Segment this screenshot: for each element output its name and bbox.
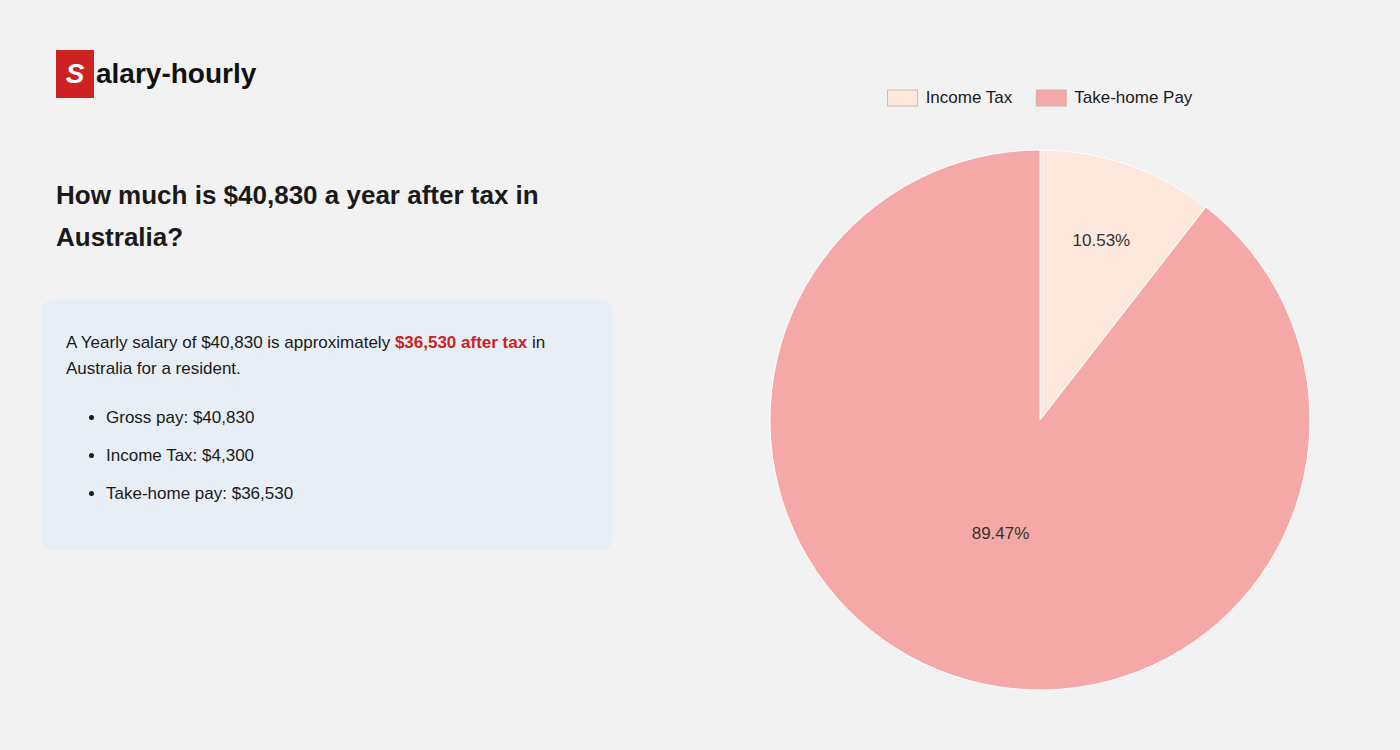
info-highlight: $36,530 after tax (395, 333, 527, 352)
bullet-item: Gross pay: $40,830 (106, 405, 588, 431)
info-box: A Yearly salary of $40,830 is approximat… (42, 300, 612, 550)
logo-mark: S (56, 50, 94, 98)
info-text: A Yearly salary of $40,830 is approximat… (66, 333, 395, 352)
pie-slice (770, 150, 1310, 690)
logo-text: alary-hourly (96, 58, 256, 90)
text-panel: Salary-hourly How much is $40,830 a year … (0, 0, 680, 750)
legend-swatch (1036, 90, 1066, 106)
data-label: 10.53% (1073, 231, 1131, 250)
title: How much is $40,830 a year after tax in … (56, 175, 616, 258)
info-text: in (527, 333, 545, 352)
chart: 10.53% 89.47% Income Tax Take-home Pay (680, 0, 1400, 750)
legend-label: Income Tax (926, 88, 1013, 107)
pie (770, 150, 1310, 690)
info-line: A Yearly salary of $40,830 is approximat… (66, 330, 588, 356)
logo: Salary-hourly (56, 50, 256, 98)
bullet-item: Income Tax: $4,300 (106, 443, 588, 469)
legend-swatch (888, 90, 918, 106)
info-line: Australia for a resident. (66, 356, 588, 382)
bullet-item: Take-home pay: $36,530 (106, 481, 588, 507)
legend: Income Tax Take-home Pay (888, 88, 1193, 107)
bullet-list: Gross pay: $40,830 Income Tax: $4,300 Take… (66, 405, 588, 508)
data-label: 89.47% (972, 524, 1030, 543)
legend-label: Take-home Pay (1074, 88, 1193, 107)
